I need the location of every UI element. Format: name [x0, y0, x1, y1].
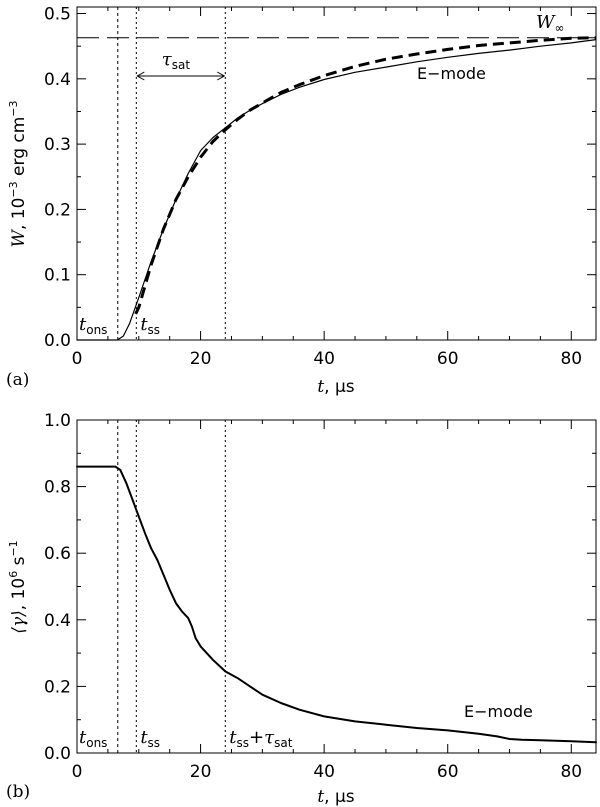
panel-a: 0 20 40 60 80 0.0 0.1 0.2 0.3 0.4 0.5 tons tss E−mod… — [6, 5, 597, 397]
x-tick-label: 80 — [560, 762, 582, 782]
t-ss-label: tss — [140, 727, 160, 750]
series-line — [76, 465, 597, 744]
w-infinity-label: W∞ — [536, 12, 565, 35]
panel-b-x-axis-title: t, µs — [317, 787, 354, 807]
y-tick-label: 0.2 — [44, 677, 71, 697]
series-line-dashed — [134, 36, 597, 315]
panel-b: 0 20 40 60 80 0.0 0.2 0.4 0.6 0.8 1.0 tons tss E−mod… — [6, 411, 597, 807]
x-tick-label: 0 — [72, 762, 83, 782]
series-line-solid — [76, 39, 597, 341]
x-tick-label: 40 — [313, 349, 335, 369]
y-tick-label: 0.4 — [44, 70, 71, 90]
x-tick-label: 40 — [313, 762, 335, 782]
mode-label: E−mode — [464, 702, 533, 721]
t-ons-label: tons — [79, 314, 107, 337]
panel-b-ticks: 0 20 40 60 80 0.0 0.2 0.4 0.6 0.8 1.0 — [44, 411, 596, 782]
arrowhead-right — [217, 71, 226, 81]
panel-a-frame — [76, 6, 597, 341]
t-ss-plus-tau-sat-label: tss+τsat — [229, 727, 292, 750]
y-tick-label: 0.3 — [44, 135, 71, 155]
y-tick-label: 0.8 — [44, 478, 71, 498]
x-tick-label: 60 — [437, 349, 459, 369]
y-tick-label: 0.4 — [44, 611, 71, 631]
y-tick-label: 0.1 — [44, 266, 71, 286]
panel-b-vertical-markers — [117, 420, 226, 753]
y-tick-label: 0.2 — [44, 200, 71, 220]
tau-sat-label: τsat — [162, 49, 191, 72]
panel-a-x-axis-title: t, µs — [317, 377, 354, 397]
t-ons-label: tons — [79, 727, 107, 750]
arrowhead-left — [136, 71, 145, 81]
x-tick-label: 20 — [190, 762, 212, 782]
panel-a-label: (a) — [6, 370, 29, 390]
x-tick-label: 20 — [190, 349, 212, 369]
y-tick-label: 0.0 — [44, 744, 71, 764]
panel-b-label: (b) — [6, 782, 30, 802]
x-tick-label: 60 — [437, 762, 459, 782]
t-ss-label: tss — [140, 314, 160, 337]
y-tick-label: 0.6 — [44, 544, 71, 564]
panel-b-y-axis-title: ⟨γ⟩, 106 s−1 — [7, 540, 29, 633]
panel-a-y-axis-title: W, 10−3 erg cm−3 — [7, 100, 29, 247]
y-tick-label: 0.0 — [44, 331, 71, 351]
y-tick-label: 0.5 — [44, 5, 71, 25]
panel-a-series — [76, 36, 597, 341]
panel-a-ticks: 0 20 40 60 80 0.0 0.1 0.2 0.3 0.4 0.5 — [44, 5, 596, 369]
x-tick-label: 80 — [560, 349, 582, 369]
y-tick-label: 1.0 — [44, 411, 71, 431]
panel-a-vertical-markers — [117, 7, 226, 340]
panel-b-annotations: tons tss E−mode tss+τsat — [79, 702, 533, 750]
x-tick-label: 0 — [72, 349, 83, 369]
mode-label: E−mode — [417, 64, 486, 83]
panel-b-series — [76, 465, 597, 744]
panel-a-annotations: tons tss E−mode τsat W∞ — [79, 12, 565, 337]
